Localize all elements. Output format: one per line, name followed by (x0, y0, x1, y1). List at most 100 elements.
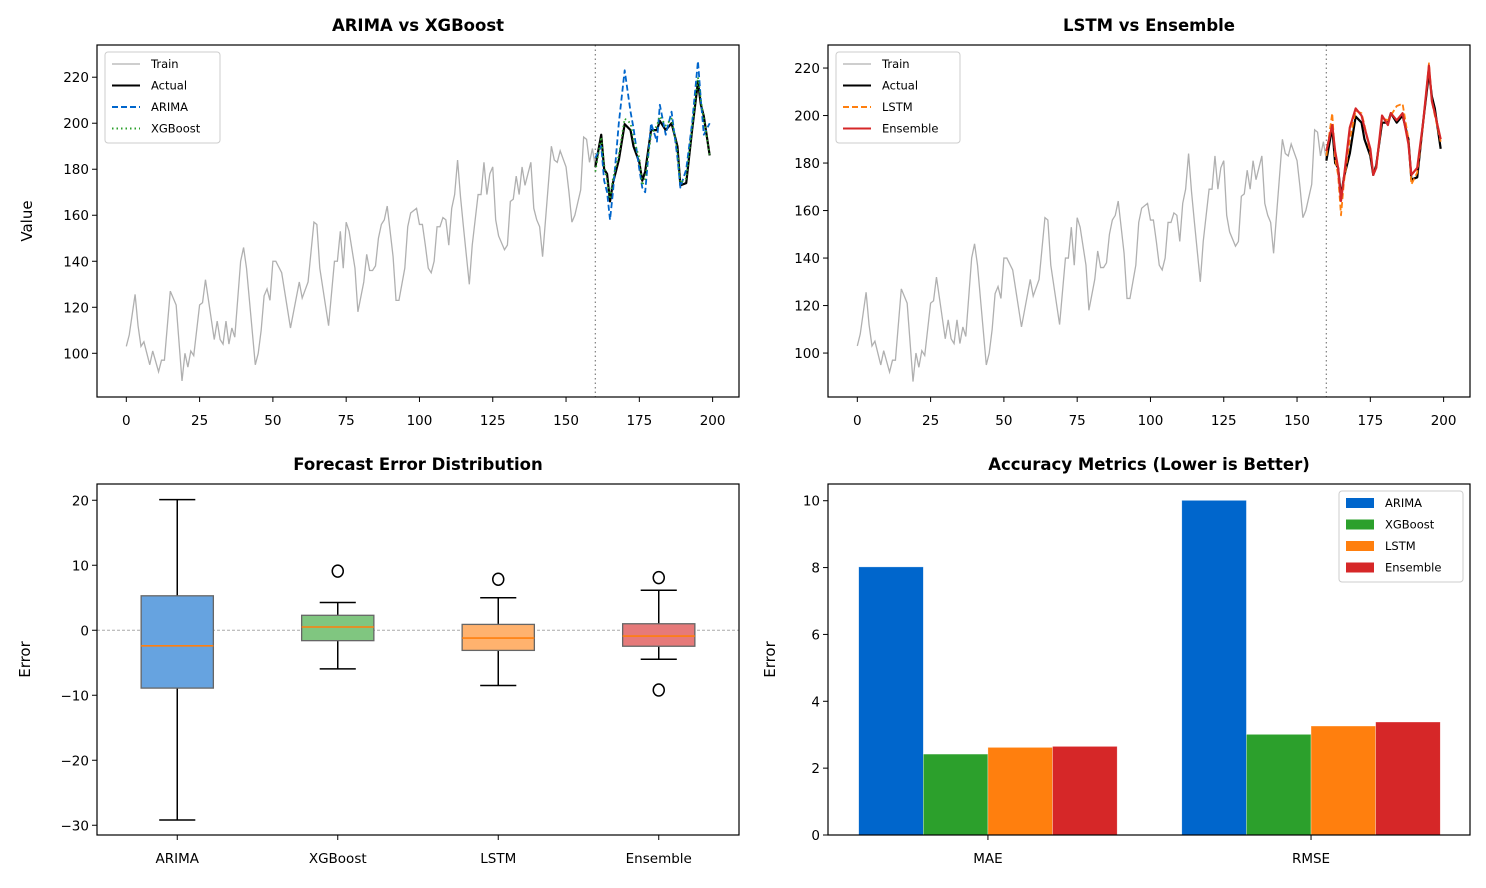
y-tick-label: 100 (63, 346, 89, 362)
y-tick-label: 160 (63, 208, 89, 224)
box-chart: −30 −20 −10 0 10 20 Error ARIMA XGBoost LSTM Ensem… (16, 455, 740, 867)
y-tick-label: 120 (794, 299, 820, 315)
y-tick-label: 4 (811, 694, 820, 710)
box (300, 614, 375, 642)
bar-arima-mae (858, 566, 924, 836)
legend-label: ARIMA (151, 100, 188, 114)
y-tick-label: 100 (794, 346, 820, 362)
y-tick-label: 140 (794, 251, 820, 267)
y-tick-label: −10 (61, 688, 90, 704)
x-tick-label: 150 (553, 413, 579, 429)
axes-frame (96, 483, 740, 836)
legend-label: XGBoost (151, 122, 201, 136)
legend-label: Ensemble (882, 122, 938, 136)
x-tick-label: 25 (922, 413, 939, 429)
ensemble-series-line (1325, 64, 1442, 203)
y-tick-label: 10 (72, 558, 89, 574)
y-tick-label: 6 (811, 627, 820, 643)
x-tick-label: 175 (1357, 413, 1383, 429)
line-chart-0: 0 25 50 75 100 125 150 175 200 100 120 140 160 180 200… (18, 16, 740, 429)
x-tick-label: 0 (122, 413, 131, 429)
x-tick-label: RMSE (1292, 851, 1330, 867)
box (621, 623, 696, 647)
x-tick-label: 50 (995, 413, 1012, 429)
legend-swatch (1346, 541, 1374, 551)
outlier-point (652, 570, 665, 585)
legend-label: Actual (151, 79, 187, 93)
bar-xgboost-rmse (1246, 734, 1312, 836)
outlier-point (331, 564, 344, 578)
x-tick-label: 100 (407, 413, 433, 429)
x-tick-label: 50 (264, 413, 281, 429)
chart-title: Accuracy Metrics (Lower is Better) (988, 455, 1310, 474)
train-series-line (125, 135, 596, 381)
y-tick-label: 220 (794, 61, 820, 77)
x-tick-label: XGBoost (309, 851, 367, 867)
x-tick-label: Ensemble (626, 851, 692, 867)
y-tick-label: 10 (803, 494, 820, 510)
legend-swatch (1346, 498, 1374, 508)
bar-lstm-mae (987, 747, 1053, 836)
axes-frame (96, 44, 740, 398)
y-tick-label: 180 (63, 162, 89, 178)
legend-label: Actual (882, 79, 918, 93)
y-tick-label: 2 (811, 761, 820, 777)
chart-title: Forecast Error Distribution (293, 455, 542, 474)
x-tick-label: 75 (338, 413, 355, 429)
bar-ensemble-rmse (1375, 721, 1441, 836)
box (140, 595, 215, 689)
legend-swatch (1346, 562, 1374, 573)
legend-box (835, 51, 961, 144)
x-tick-label: LSTM (480, 851, 516, 867)
y-tick-label: 20 (72, 493, 89, 509)
legend-swatch (1346, 519, 1374, 530)
xgboost-series-line (594, 76, 711, 201)
x-tick-label: 100 (1138, 413, 1164, 429)
y-tick-label: 8 (811, 561, 820, 577)
x-tick-label: 200 (1431, 413, 1457, 429)
y-tick-label: 120 (63, 300, 89, 316)
y-axis-label: Error (16, 640, 34, 677)
x-tick-label: 200 (700, 413, 726, 429)
x-tick-label: 125 (480, 413, 506, 429)
x-tick-label: 150 (1284, 413, 1310, 429)
legend-label: LSTM (882, 100, 913, 114)
legend-label: Ensemble (1385, 561, 1441, 575)
arima-series-line (594, 60, 711, 221)
x-tick-label: MAE (973, 851, 1002, 867)
y-tick-label: −30 (61, 818, 90, 834)
bar-xgboost-mae (923, 753, 989, 836)
x-tick-label: 75 (1069, 413, 1086, 429)
bar-chart: 0 2 4 6 8 10 Error MAE RMSE Accuracy Metrics (Low… (761, 455, 1471, 867)
bar-arima-rmse (1181, 500, 1247, 836)
x-tick-label: 125 (1211, 413, 1237, 429)
y-tick-label: 140 (63, 254, 89, 270)
axes-frame (827, 44, 1471, 398)
y-tick-label: 0 (80, 623, 89, 639)
y-tick-label: 200 (63, 116, 89, 132)
legend-label: ARIMA (1385, 496, 1422, 510)
legend-label: LSTM (1385, 539, 1416, 553)
bar-ensemble-mae (1052, 746, 1118, 836)
legend-box (104, 51, 221, 144)
bar-lstm-rmse (1310, 725, 1376, 836)
legend-box (1338, 490, 1464, 583)
outlier-point (492, 572, 505, 586)
chart-title: LSTM vs Ensemble (1063, 16, 1235, 35)
x-tick-label: 25 (191, 413, 208, 429)
line-chart-1: 0 25 50 75 100 125 150 175 200 100 120 140 160 180 200… (794, 16, 1471, 429)
y-tick-label: 180 (794, 156, 820, 172)
y-tick-label: 220 (63, 70, 89, 86)
train-series-line (856, 128, 1327, 382)
lstm-series-line (1325, 62, 1442, 217)
y-tick-label: 0 (811, 828, 820, 844)
legend-label: XGBoost (1385, 518, 1435, 532)
axes-frame (827, 483, 1471, 836)
y-tick-label: −20 (61, 753, 90, 769)
legend-label: Train (150, 57, 179, 71)
x-tick-label: ARIMA (156, 851, 200, 867)
y-tick-label: 200 (794, 109, 820, 125)
y-tick-label: 160 (794, 204, 820, 220)
outlier-point (652, 683, 665, 697)
